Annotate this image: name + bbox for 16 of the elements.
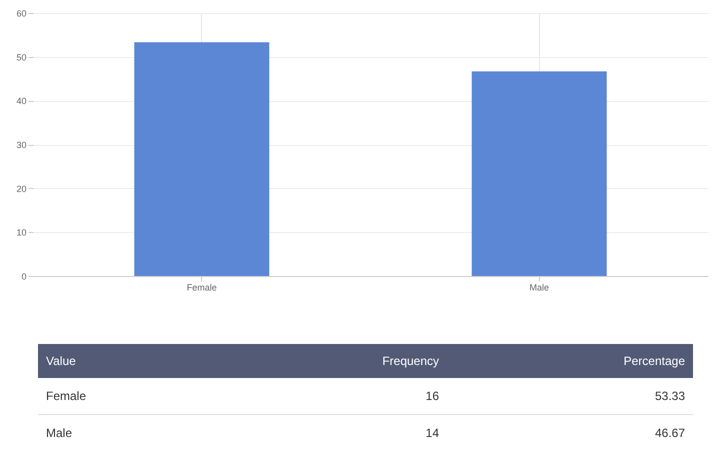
data-label: 14 [216, 414, 448, 450]
text: Percentage [447, 344, 693, 378]
data-label: 16 [216, 378, 448, 414]
y-tick-label: 30 [16, 140, 26, 150]
y-tick-label: 40 [16, 96, 26, 106]
y-tick-label: 50 [16, 52, 26, 62]
y-tick-label: 10 [16, 228, 26, 238]
y-tick-label: 60 [16, 8, 26, 18]
y-tick-label: 20 [16, 184, 26, 194]
text: Value [38, 344, 216, 378]
category-label: Male [38, 414, 216, 450]
category-label: Female [38, 378, 216, 414]
data-label: 46.67 [447, 414, 693, 450]
text: Frequency [216, 344, 448, 378]
data-label: 53.33 [447, 378, 693, 414]
y-tick-label: 0 [21, 272, 26, 282]
